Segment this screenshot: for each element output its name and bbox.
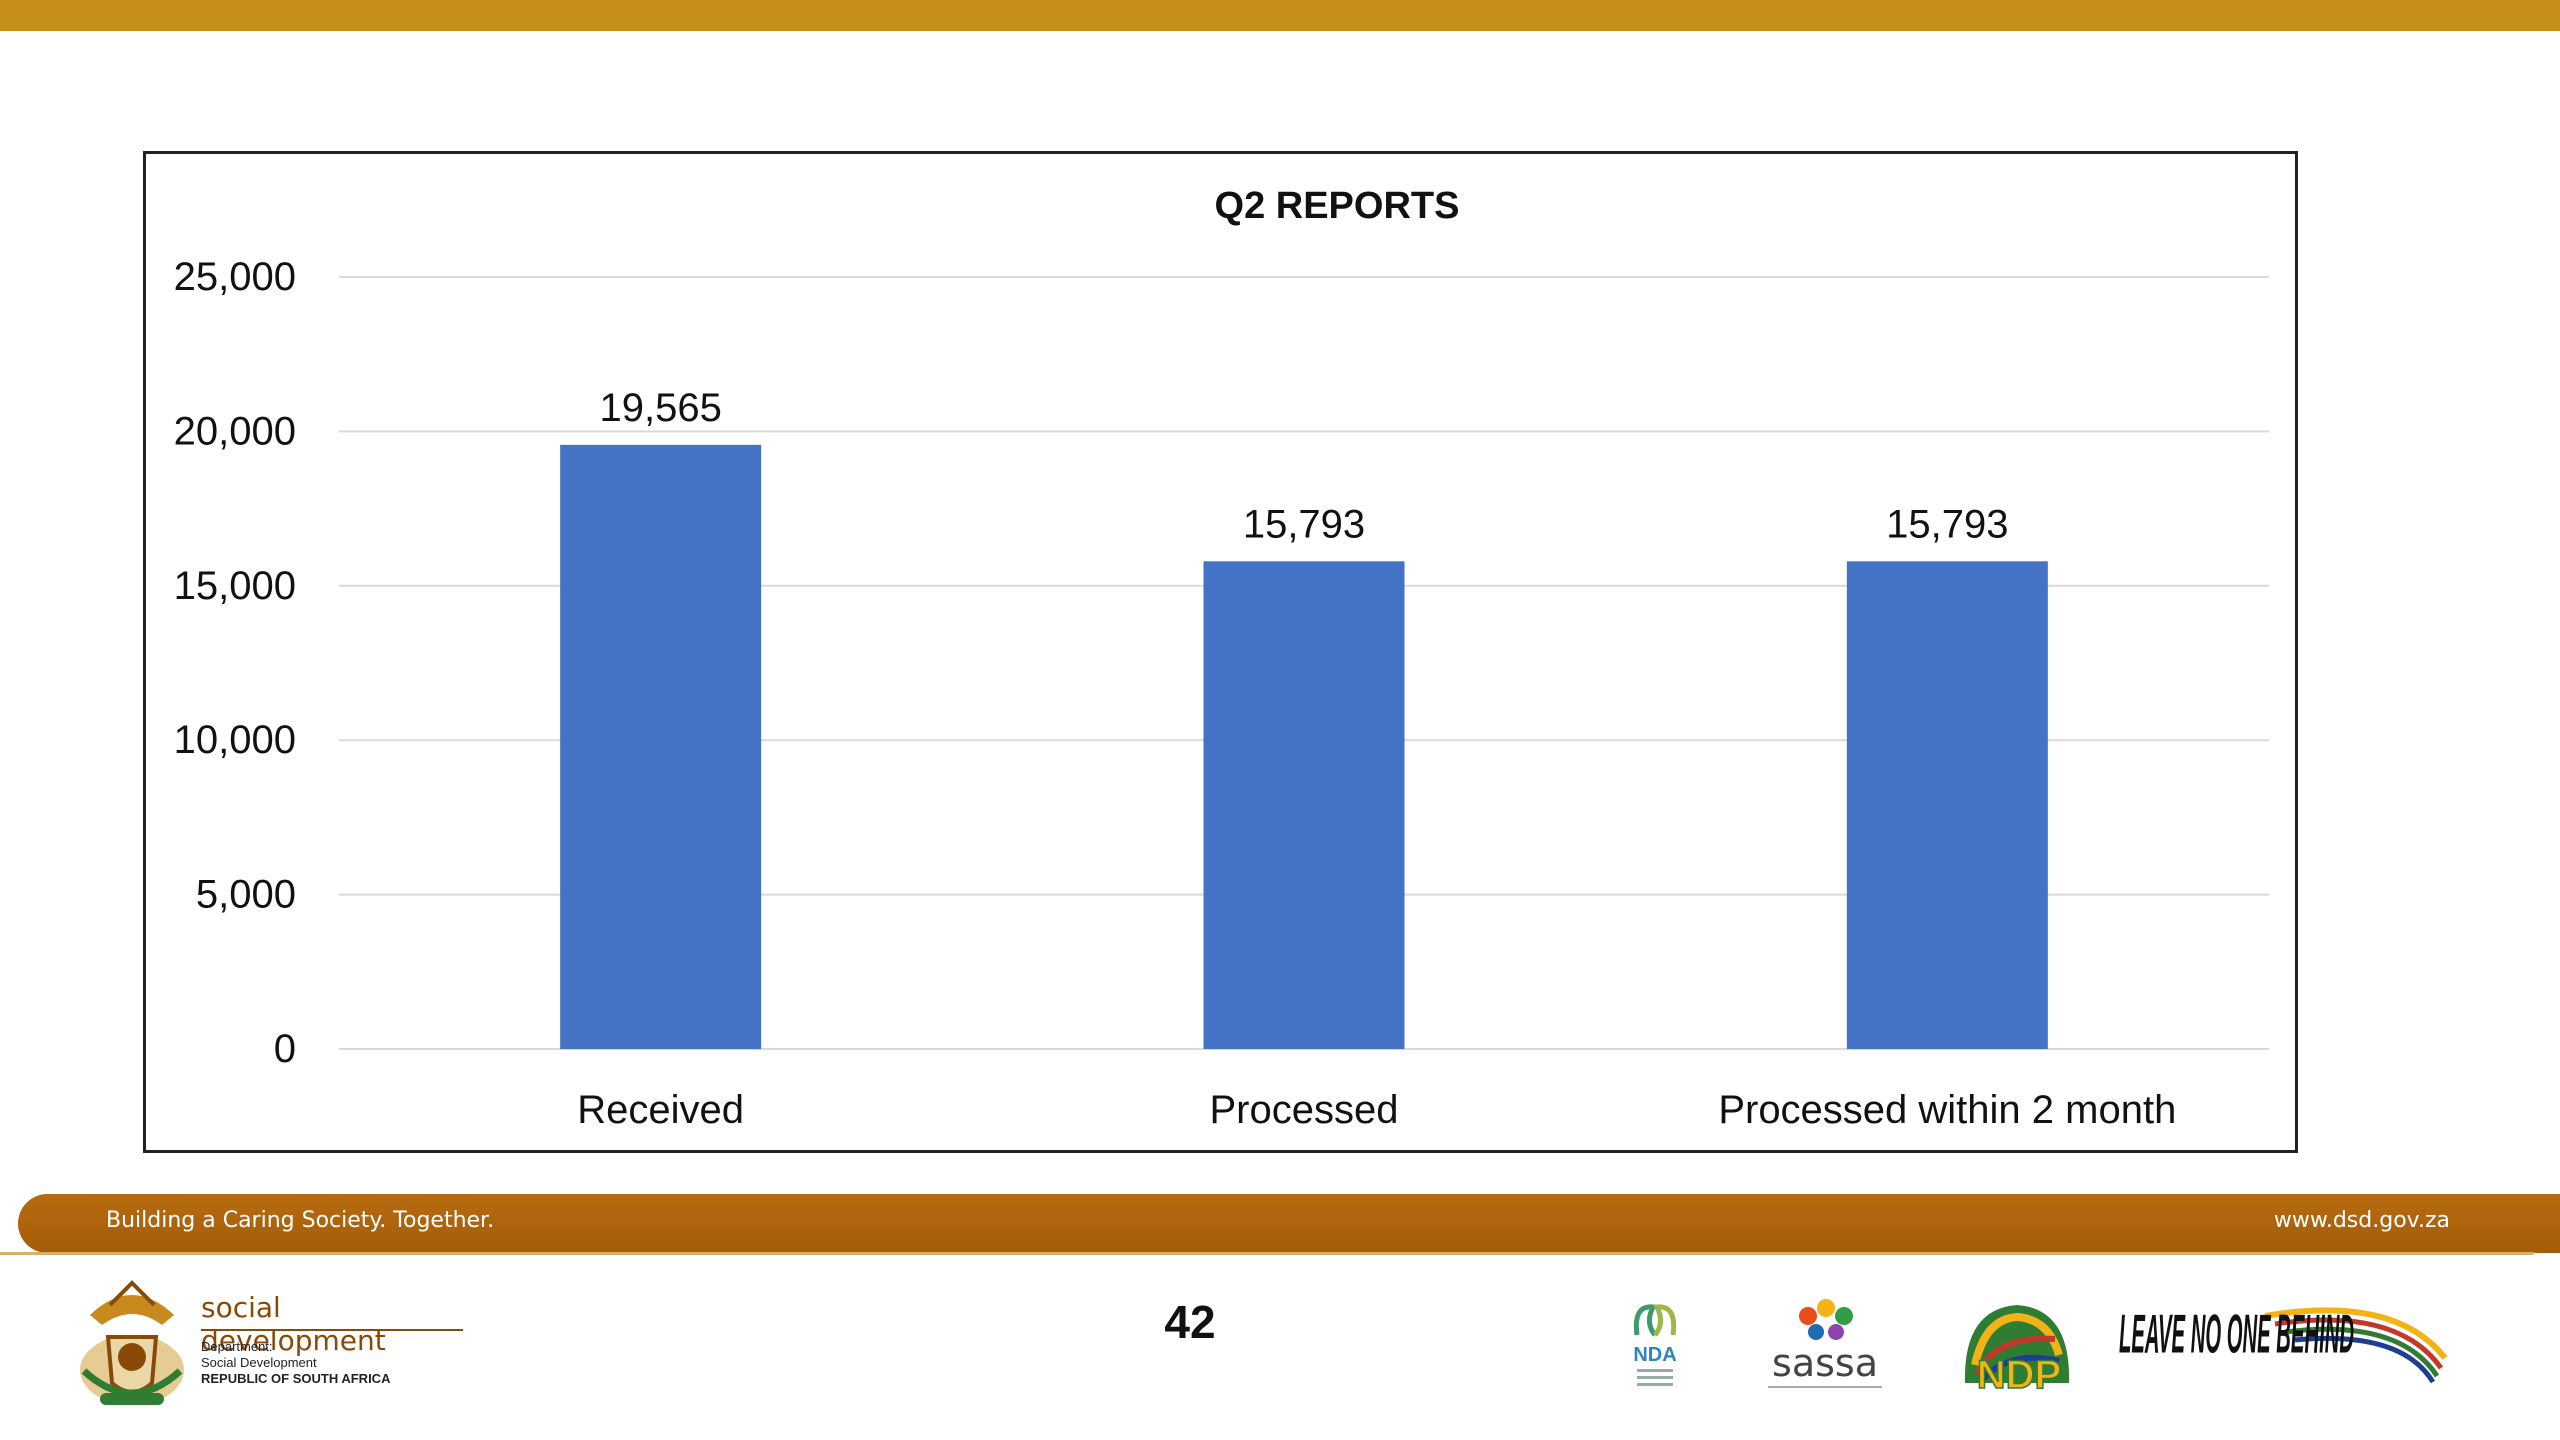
y-tick-label: 20,000 [174, 409, 296, 453]
top-stripe [0, 0, 2560, 31]
bar [1203, 561, 1405, 1049]
department-divider [201, 1329, 463, 1331]
leave-no-one-behind-logo: LEAVE NO ONE BEHIND [2119, 1305, 2448, 1384]
chart-title: Q2 REPORTS [1215, 185, 1460, 227]
sassa-logo: sassa [1768, 1299, 1882, 1388]
chart-frame: Q2 REPORTS 0 5,000 10,000 15,000 20,000 25,000… [143, 151, 2298, 1153]
nda-logo-text: NDA [1633, 1344, 1676, 1366]
bar [1846, 561, 2048, 1049]
lnob-logo-text: LEAVE NO ONE BEHIND [2119, 1305, 2354, 1365]
y-tick-label: 0 [274, 1027, 296, 1071]
data-label: 15,793 [1243, 502, 1365, 546]
department-subtitle: Department: Social Development REPUBLIC … [201, 1339, 390, 1387]
x-tick-label: Received [577, 1088, 744, 1132]
department-logo: social development Department: Social De… [70, 1275, 470, 1415]
footer-underline [0, 1252, 2535, 1255]
nda-logo: NDA [1633, 1304, 1677, 1386]
y-tick-label: 25,000 [174, 255, 296, 299]
data-label: 19,565 [599, 386, 721, 430]
x-tick-label: Processed [1210, 1088, 1399, 1132]
bar [560, 444, 762, 1050]
department-line1: Department: [201, 1339, 273, 1354]
ndp-logo: NDP [1964, 1305, 2070, 1395]
bar-chart: Q2 REPORTS 0 5,000 10,000 15,000 20,000 25,000… [174, 185, 2269, 1132]
page-number: 42 [1164, 1296, 1216, 1348]
footer-slogan: Building a Caring Society. Together. [106, 1208, 495, 1233]
sassa-logo-text: sassa [1772, 1341, 1878, 1385]
data-label: 15,793 [1886, 502, 2008, 546]
department-line2: Social Development [201, 1355, 317, 1370]
y-tick-label: 10,000 [174, 718, 296, 762]
coat-of-arms-icon [80, 1280, 184, 1405]
footer-bar [18, 1194, 2560, 1253]
footer-url: www.dsd.gov.za [2273, 1208, 2450, 1233]
x-tick-label: Processed within 2 month [1718, 1088, 2176, 1132]
y-tick-label: 5,000 [196, 873, 296, 917]
ndp-logo-text: NDP [1977, 1353, 2061, 1395]
y-tick-label: 15,000 [174, 564, 296, 608]
department-line3: REPUBLIC OF SOUTH AFRICA [201, 1371, 391, 1386]
